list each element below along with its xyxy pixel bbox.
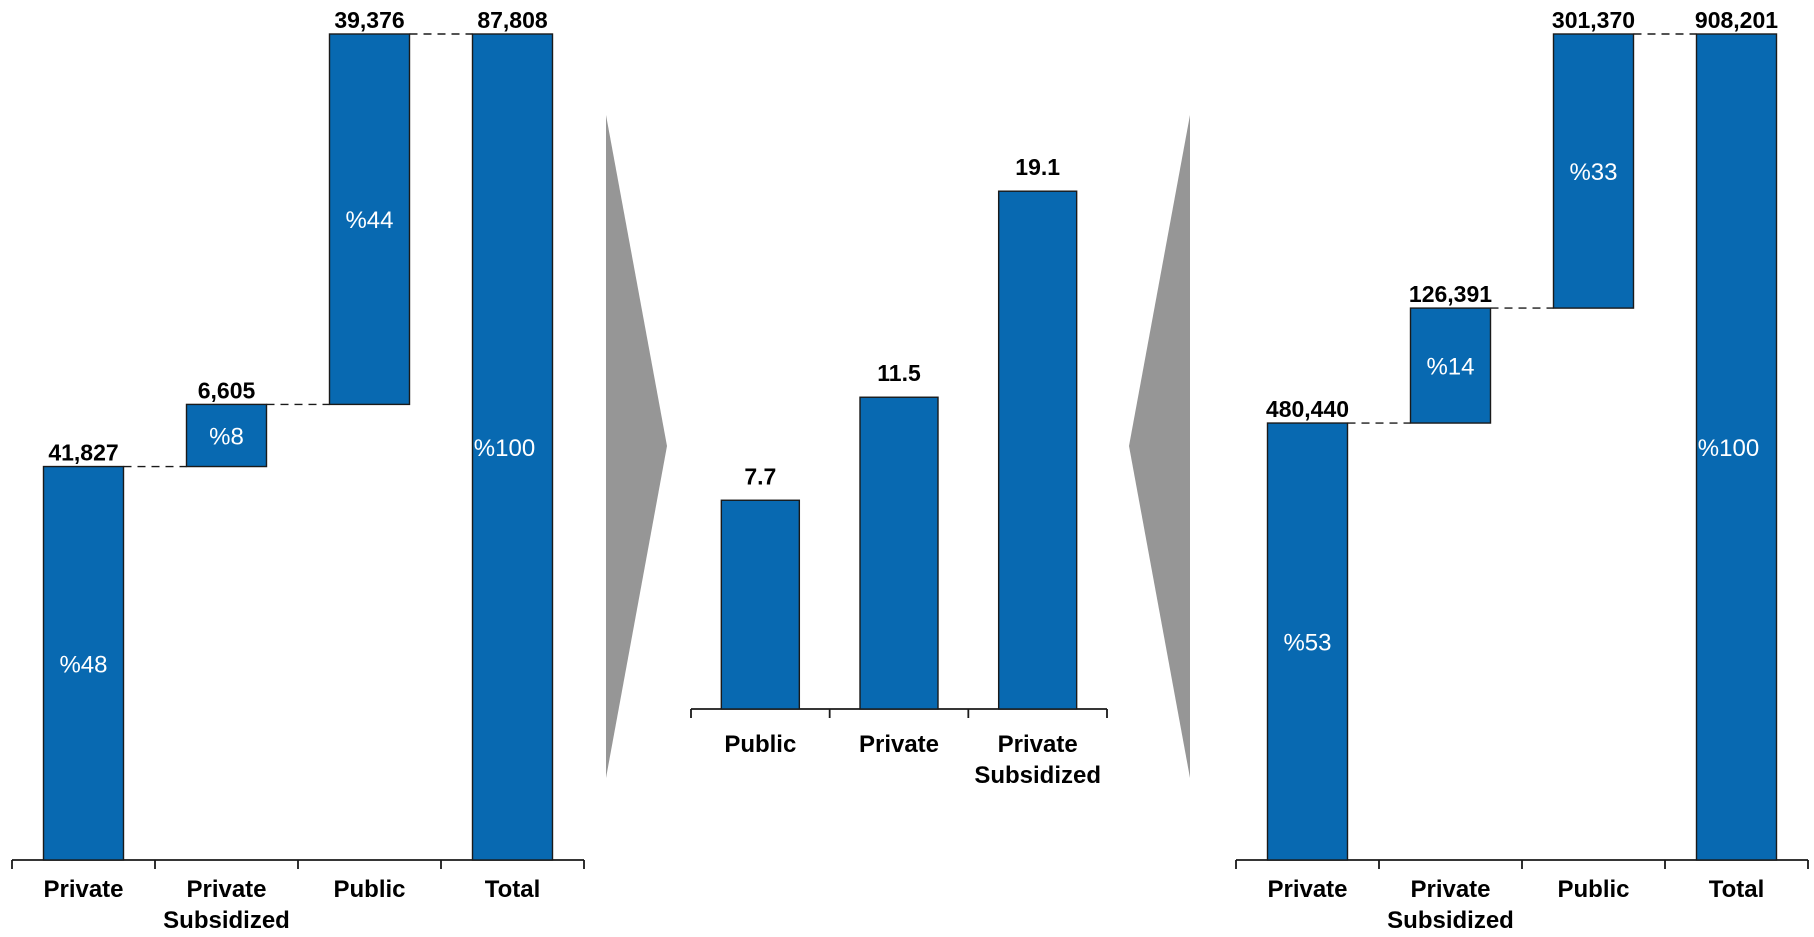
percent-label-public: %44 xyxy=(345,207,393,234)
percent-label-total: %100 xyxy=(474,435,535,462)
value-label-private: 480,440 xyxy=(1266,396,1349,422)
bar-private-subsidized xyxy=(997,190,1078,710)
category-label-private-subsidized: Private Subsidized xyxy=(163,876,290,934)
bar-total xyxy=(1695,33,1778,861)
value-label-public: 301,370 xyxy=(1552,7,1635,33)
category-label-private: Private xyxy=(43,876,123,903)
percent-label-private: %48 xyxy=(59,651,107,678)
percent-label-private-subsidized: %8 xyxy=(209,423,244,450)
bar-private xyxy=(859,396,939,710)
value-label-total: 908,201 xyxy=(1695,7,1778,33)
percent-label-total: %100 xyxy=(1698,435,1759,462)
value-label-private: 41,827 xyxy=(48,440,118,466)
category-label-total: Total xyxy=(485,876,541,903)
bar-chart-middle: 7.7 Public 11.5 Private 19.1 Private Subsidize… xyxy=(690,154,1108,789)
category-label-public: Public xyxy=(724,731,796,758)
arrow-shape-right xyxy=(1129,115,1190,778)
category-label-public: Public xyxy=(1557,876,1629,903)
percent-label-private-subsidized: %14 xyxy=(1426,354,1474,381)
bar-total xyxy=(471,33,554,861)
bar-public xyxy=(328,33,411,406)
percent-label-public: %33 xyxy=(1569,159,1617,186)
category-label-private: Private xyxy=(859,731,939,758)
category-label-private-subsidized: Private Subsidized xyxy=(1387,876,1514,934)
waterfall-chart-right: 480,440 %53 Private 126,391 %14 Private Subsid… xyxy=(1235,7,1809,934)
value-label-public: 7.7 xyxy=(744,463,776,489)
bar-private-subsidized xyxy=(185,403,268,468)
category-label-private-subsidized: Private Subsidized xyxy=(974,731,1101,789)
arrow-shapes xyxy=(606,115,1190,778)
category-label-total: Total xyxy=(1709,876,1765,903)
value-label-private: 11.5 xyxy=(877,360,921,386)
category-label-private: Private xyxy=(1267,876,1347,903)
bar-public xyxy=(1552,33,1635,309)
value-label-total: 87,808 xyxy=(477,7,548,33)
bar-private xyxy=(1266,422,1349,861)
percent-label-private: %53 xyxy=(1283,630,1331,657)
arrow-shape-left xyxy=(606,115,667,778)
bar-private-subsidized xyxy=(1409,307,1492,424)
waterfall-chart-left: 41,827 %48 Private 6,605 %8 Private Subsidized… xyxy=(11,7,585,934)
bar-public xyxy=(720,499,801,710)
value-label-public: 39,376 xyxy=(334,7,404,33)
value-label-private-subsidized: 19.1 xyxy=(1015,154,1060,180)
bar-private xyxy=(42,465,125,861)
category-label-public: Public xyxy=(333,876,405,903)
value-label-private-subsidized: 126,391 xyxy=(1409,281,1492,307)
value-label-private-subsidized: 6,605 xyxy=(198,377,256,403)
